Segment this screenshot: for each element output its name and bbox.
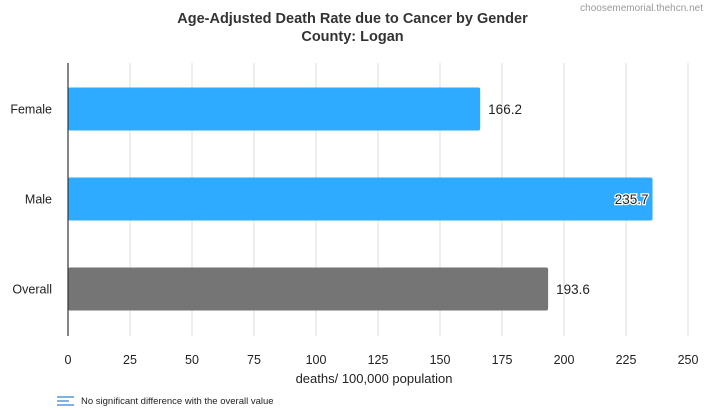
chart-subtitle: County: Logan xyxy=(301,29,404,45)
x-tick-label: 150 xyxy=(430,353,451,367)
legend-entry: No significant difference with the overa… xyxy=(81,396,274,407)
x-tick-label: 25 xyxy=(123,353,137,367)
x-tick-label: 250 xyxy=(678,353,699,367)
value-label: 166.2 xyxy=(488,102,522,117)
x-tick-label: 0 xyxy=(65,353,72,367)
category-label: Female xyxy=(10,103,52,117)
value-label: 235.7 xyxy=(615,192,649,207)
x-tick-label: 175 xyxy=(492,353,513,367)
x-tick-label: 225 xyxy=(616,353,637,367)
x-tick-label: 50 xyxy=(185,353,199,367)
value-labels: 166.2 235.7 193.6 xyxy=(488,102,650,297)
x-tick-label: 125 xyxy=(368,353,389,367)
chart-title: Age-Adjusted Death Rate due to Cancer by… xyxy=(177,11,528,27)
legend: No significant difference with the overa… xyxy=(57,396,274,407)
bar-male xyxy=(68,177,653,221)
category-labels: Female Male Overall xyxy=(10,103,52,297)
bar-overall xyxy=(68,267,549,311)
legend-swatch-icon xyxy=(57,396,74,407)
category-label: Male xyxy=(25,193,52,207)
chart-title-block: Age-Adjusted Death Rate due to Cancer by… xyxy=(0,10,705,46)
bars xyxy=(68,87,653,311)
x-tick-label: 200 xyxy=(554,353,575,367)
x-axis-label: deaths/ 100,000 population xyxy=(296,371,453,386)
category-label: Overall xyxy=(12,283,52,297)
x-tick-labels: 0 25 50 75 100 125 150 175 200 225 250 xyxy=(65,353,699,367)
x-tick-label: 75 xyxy=(247,353,261,367)
x-tick-label: 100 xyxy=(306,353,327,367)
value-label: 193.6 xyxy=(556,282,590,297)
watermark: choosememorial.thehcn.net xyxy=(580,3,703,14)
bar-female xyxy=(68,87,481,131)
